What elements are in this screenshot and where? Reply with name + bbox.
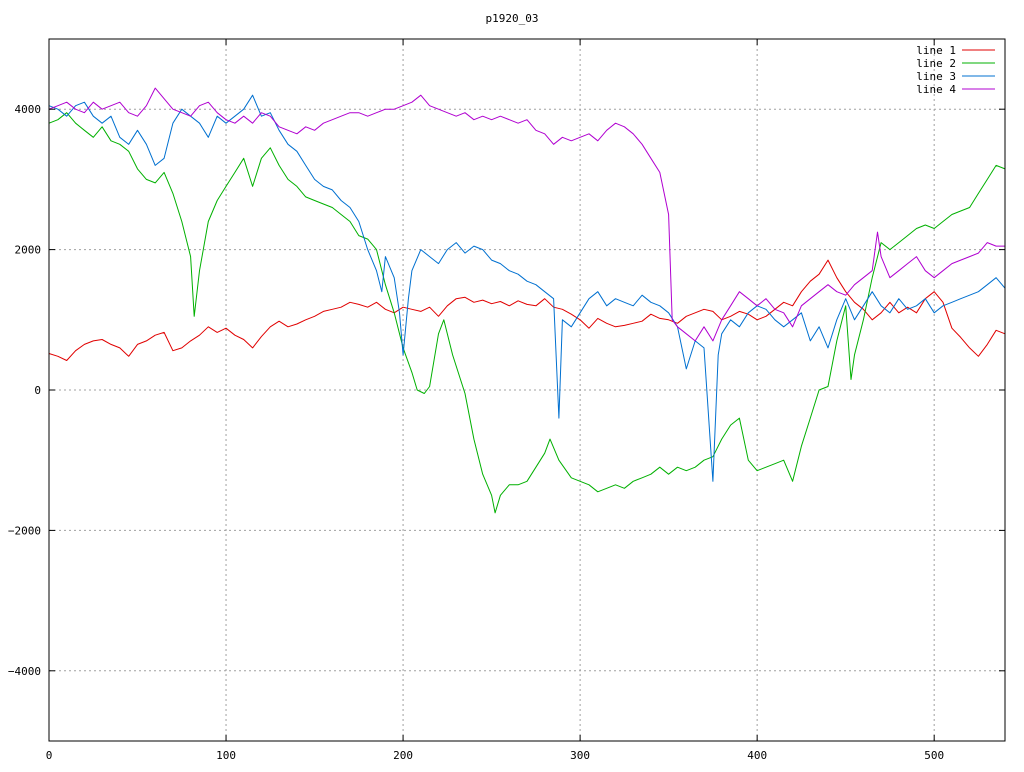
y-tick-label: −2000 — [8, 524, 41, 537]
series-line-3 — [48, 94, 1006, 482]
legend-label: line 4 — [916, 83, 956, 96]
x-tick-label: 500 — [924, 749, 944, 762]
x-tick-label: 200 — [393, 749, 413, 762]
series-line-4 — [48, 87, 1005, 342]
chart-title: p1920_03 — [486, 12, 539, 25]
series-line-2 — [48, 112, 1006, 514]
x-tick-label: 300 — [570, 749, 590, 762]
plot-frame — [48, 38, 1006, 742]
y-tick-label: 4000 — [15, 103, 42, 116]
x-tick-label: 0 — [46, 749, 53, 762]
legend-label: line 3 — [916, 70, 956, 83]
axis-ticks: 0 100 200 300 400 500 −4000 −2000 0 2000 4000 — [8, 39, 1005, 762]
y-tick-label: 2000 — [15, 244, 42, 257]
x-tick-label: 400 — [747, 749, 767, 762]
y-tick-label: 0 — [34, 384, 41, 397]
grid — [49, 39, 1005, 741]
series-layer — [48, 87, 1006, 514]
legend-label: line 2 — [916, 57, 956, 70]
series-line-1 — [48, 259, 1006, 361]
x-tick-label: 100 — [216, 749, 236, 762]
legend-label: line 1 — [916, 44, 956, 57]
y-tick-label: −4000 — [8, 665, 41, 678]
